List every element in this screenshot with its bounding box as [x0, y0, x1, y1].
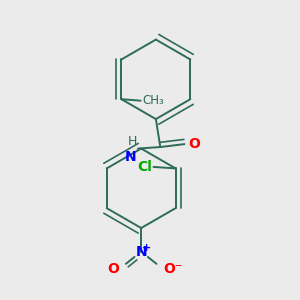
Text: O: O [188, 136, 200, 151]
Text: Cl: Cl [137, 160, 152, 174]
Text: N: N [125, 150, 137, 164]
Text: H: H [128, 135, 137, 148]
Text: O⁻: O⁻ [163, 262, 182, 276]
Text: O: O [107, 262, 119, 276]
Text: CH₃: CH₃ [142, 94, 164, 107]
Text: N: N [135, 244, 147, 259]
Text: +: + [142, 243, 151, 253]
